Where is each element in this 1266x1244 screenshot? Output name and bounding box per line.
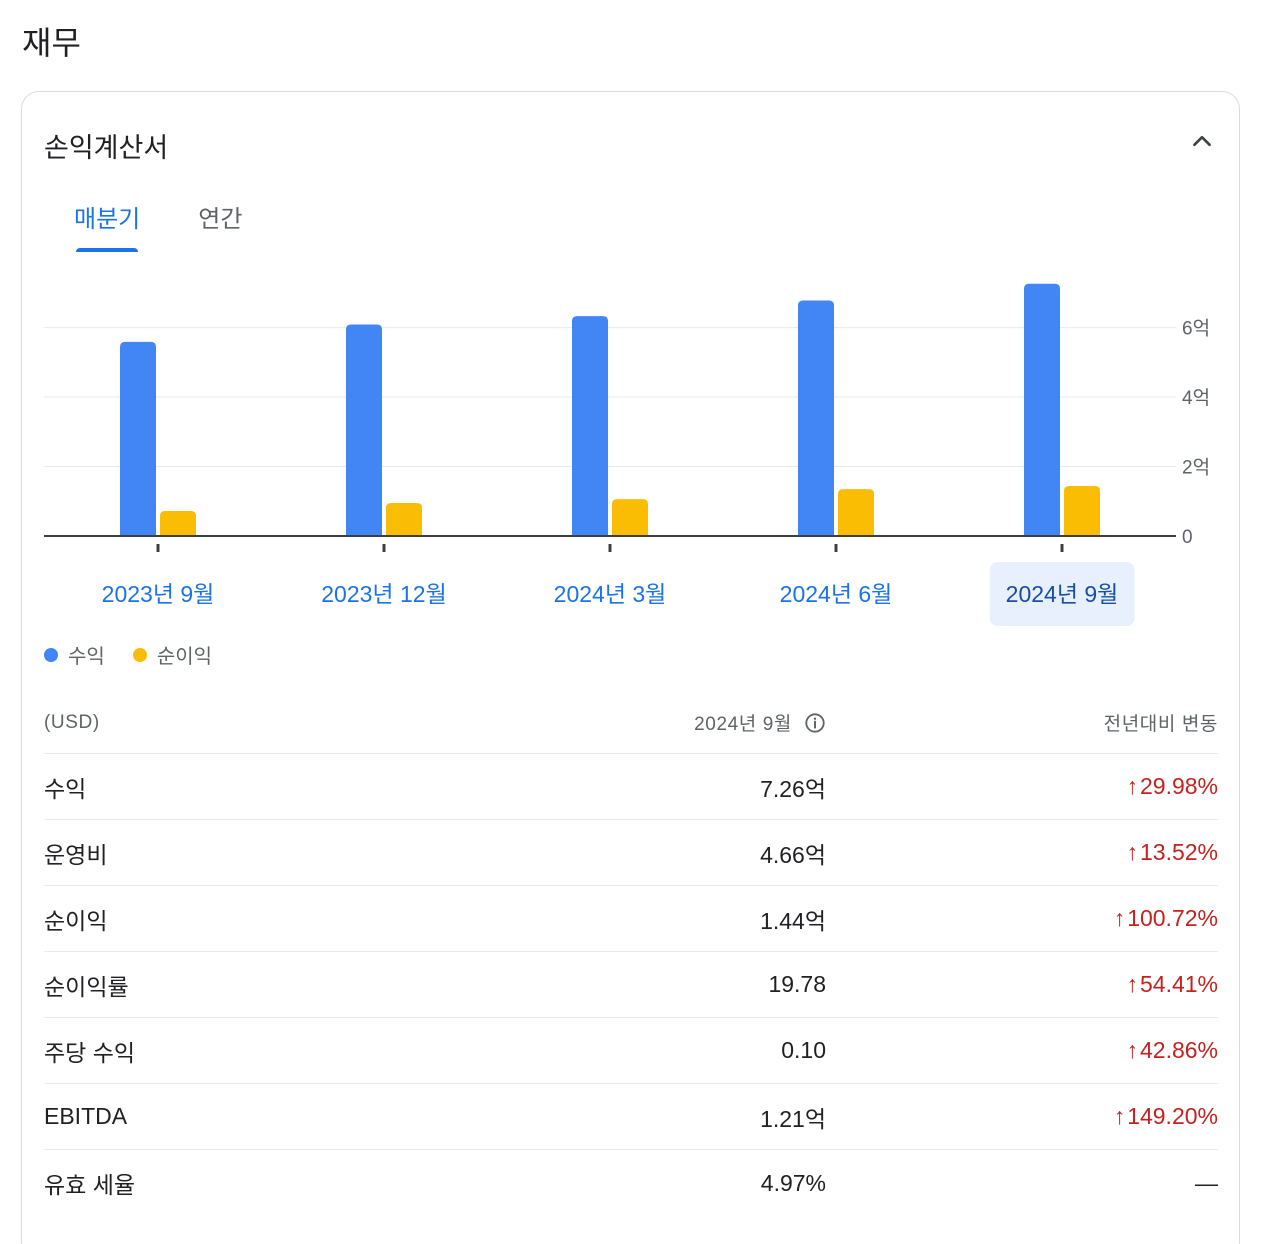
row-label: 유효 세율 xyxy=(44,1172,136,1198)
net-income-bar xyxy=(386,503,422,536)
table-row: 수익 7.26억 ↑29.98% xyxy=(44,754,1218,820)
row-value: 1.44억 xyxy=(760,907,826,934)
row-change-cell: — xyxy=(826,1170,1218,1197)
y-tick-label: 6억 xyxy=(1182,318,1210,340)
header-period: 2024년 9월 xyxy=(694,714,792,735)
period-tabs: 매분기 연간 xyxy=(54,202,262,252)
arrow-up-icon: ↑ xyxy=(1126,839,1138,865)
arrow-up-icon: ↑ xyxy=(1126,773,1138,799)
net-income-bar xyxy=(612,499,648,536)
row-change-cell: ↑13.52% xyxy=(826,839,1218,866)
table-header: (USD) 2024년 9월 전년대비 변동 xyxy=(44,692,1218,754)
table-row: 순이익 1.44억 ↑100.72% xyxy=(44,886,1218,952)
legend-label-net-income: 순이익 xyxy=(156,646,213,668)
period-button[interactable]: 2024년 6월 xyxy=(779,581,893,607)
financial-table: (USD) 2024년 9월 전년대비 변동 수익 7.26억 ↑29.98% 운영비… xyxy=(44,692,1218,1216)
row-change: 29.98% xyxy=(1139,773,1218,799)
table-row: 유효 세율 4.97% — xyxy=(44,1150,1218,1216)
row-change: 42.86% xyxy=(1139,1037,1218,1063)
period-button[interactable]: 2024년 9월 xyxy=(989,562,1135,626)
revenue-bar xyxy=(120,341,156,536)
row-change: 149.20% xyxy=(1127,1103,1218,1129)
y-tick-label: 0 xyxy=(1182,527,1193,548)
y-tick-label: 4억 xyxy=(1182,387,1210,409)
row-label: 운영비 xyxy=(44,841,108,868)
header-change: 전년대비 변동 xyxy=(1103,714,1218,735)
section-title: 재무 xyxy=(22,25,81,61)
income-chart: 0 2억 4억 6억 xyxy=(44,283,1210,552)
row-label: 주당 수익 xyxy=(44,1039,136,1066)
period-button[interactable]: 2023년 12월 xyxy=(321,581,447,607)
row-value: 1.21억 xyxy=(760,1105,826,1132)
row-label: 수익 xyxy=(44,775,87,802)
row-label: 순이익 xyxy=(44,907,108,934)
collapse-button[interactable] xyxy=(1183,122,1221,160)
revenue-bar xyxy=(346,324,382,536)
net-income-bar xyxy=(838,489,874,536)
revenue-bar xyxy=(572,316,608,536)
net-income-bar xyxy=(160,510,196,536)
row-label: 순이익률 xyxy=(44,973,129,1000)
revenue-bar xyxy=(1024,283,1060,536)
arrow-up-icon: ↑ xyxy=(1126,971,1138,997)
table-row: 순이익률 19.78 ↑54.41% xyxy=(44,952,1218,1018)
net-income-dot-icon xyxy=(132,647,147,662)
table-row: 운영비 4.66억 ↑13.52% xyxy=(44,820,1218,886)
tab-quarterly[interactable]: 매분기 xyxy=(54,202,160,252)
row-value: 7.26억 xyxy=(760,775,826,802)
arrow-up-icon: ↑ xyxy=(1126,1037,1138,1063)
header-period-cell: 2024년 9월 xyxy=(544,709,826,736)
revenue-dot-icon xyxy=(44,647,58,662)
row-change-cell: ↑29.98% xyxy=(826,773,1218,800)
period-button[interactable]: 2023년 9월 xyxy=(101,581,215,607)
row-change: 13.52% xyxy=(1139,839,1218,865)
row-value: 4.66억 xyxy=(760,841,826,868)
row-change: — xyxy=(1195,1169,1218,1196)
net-income-bar xyxy=(1064,485,1100,536)
header-unit: (USD) xyxy=(44,711,100,733)
tab-annual[interactable]: 연간 xyxy=(198,206,243,233)
period-selector: 2023년 9월 2023년 12월 2024년 3월 2024년 6월 2024년 9… xyxy=(22,562,1239,628)
legend-item-net-income: 순이익 xyxy=(132,640,213,669)
row-value: 19.78 xyxy=(768,971,826,997)
legend-label-revenue: 수익 xyxy=(68,646,105,668)
row-change-cell: ↑149.20% xyxy=(826,1103,1218,1130)
row-change: 54.41% xyxy=(1139,971,1218,997)
row-change-cell: ↑54.41% xyxy=(826,971,1218,998)
legend-item-revenue: 수익 xyxy=(44,640,105,669)
y-tick-label: 2억 xyxy=(1182,457,1210,479)
chevron-up-icon xyxy=(1193,135,1211,147)
row-value: 0.10 xyxy=(781,1037,826,1063)
chart-legend: 수익 순이익 xyxy=(44,640,240,669)
arrow-up-icon: ↑ xyxy=(1113,1103,1126,1129)
table-row: 주당 수익 0.10 ↑42.86% xyxy=(44,1018,1218,1084)
info-icon[interactable] xyxy=(804,712,826,734)
row-change-cell: ↑42.86% xyxy=(826,1037,1218,1064)
row-change: 100.72% xyxy=(1127,905,1218,931)
card-title: 손익계산서 xyxy=(44,133,169,163)
row-value: 4.97% xyxy=(760,1169,826,1196)
arrow-up-icon: ↑ xyxy=(1113,905,1126,931)
row-change-cell: ↑100.72% xyxy=(826,905,1218,932)
period-button[interactable]: 2024년 3월 xyxy=(553,581,667,607)
income-statement-card: 손익계산서 매분기 연간 0 2억 4억 6억 2023년 9월 2023년 12월 20… xyxy=(21,91,1240,1244)
table-row: EBITDA 1.21억 ↑149.20% xyxy=(44,1084,1218,1150)
row-label: EBITDA xyxy=(44,1103,128,1129)
revenue-bar xyxy=(798,300,834,536)
